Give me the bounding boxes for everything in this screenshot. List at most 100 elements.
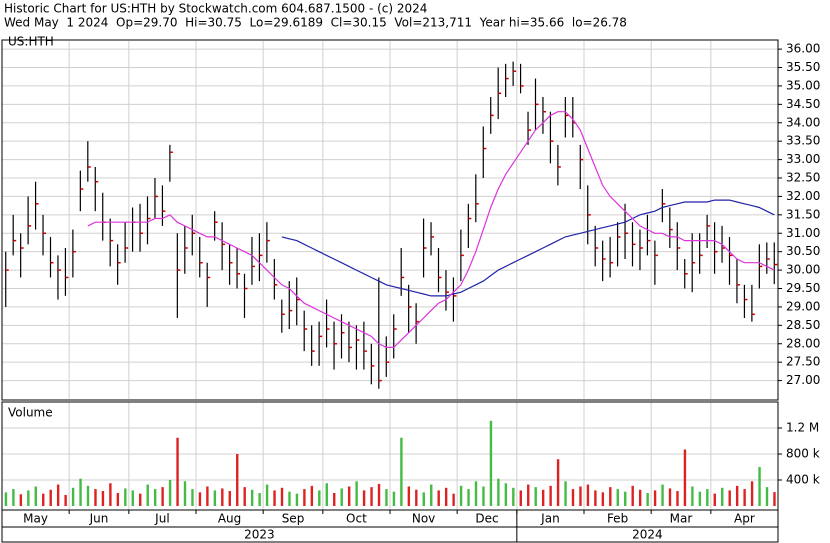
y-tick-label: 28.00 xyxy=(786,336,820,350)
volume-bar xyxy=(556,459,560,506)
price-frame xyxy=(1,39,779,401)
volume-bar xyxy=(452,493,455,506)
y-tick-label: 27.50 xyxy=(786,355,820,369)
volume-bar xyxy=(64,494,67,506)
volume-bar xyxy=(139,493,142,506)
volume-bar xyxy=(228,491,231,506)
chart-subtitle: Wed May 1 2024 Op=29.70 Hi=30.75 Lo=29.6… xyxy=(4,16,627,30)
volume-bar xyxy=(385,489,388,506)
x-tick-label: Aug xyxy=(218,512,241,526)
volume-bar xyxy=(131,490,134,506)
volume-bar xyxy=(422,492,425,506)
y-tick-label: 35.50 xyxy=(786,60,820,74)
volume-bar xyxy=(295,493,299,506)
volume-bar xyxy=(541,489,545,506)
x-tick-label: Jan xyxy=(540,512,560,526)
volume-bar xyxy=(430,484,433,506)
year-label: 2024 xyxy=(632,528,663,542)
volume-bar xyxy=(467,489,470,506)
year-label: 2023 xyxy=(244,528,275,542)
volume-bar xyxy=(273,490,276,506)
volume-bar xyxy=(646,493,649,506)
volume-bar xyxy=(340,488,343,506)
volume-bar xyxy=(236,454,239,506)
volume-bar xyxy=(653,490,657,506)
symbol-label: US:HTH xyxy=(8,35,54,49)
volume-bar xyxy=(79,478,82,506)
y-tick-label: 27.00 xyxy=(786,373,820,387)
volume-bar xyxy=(258,493,261,506)
volume-bar xyxy=(303,489,306,506)
volume-bar xyxy=(347,486,351,506)
volume-label: Volume xyxy=(8,406,53,420)
volume-bar xyxy=(94,489,97,506)
volume-bar xyxy=(34,486,37,506)
volume-bar xyxy=(586,484,590,506)
volume-bar xyxy=(288,491,291,506)
volume-bar xyxy=(668,488,672,506)
volume-bar xyxy=(497,478,500,506)
volume-bar xyxy=(713,493,716,506)
volume-bar xyxy=(243,487,246,506)
volume-bar xyxy=(489,420,493,506)
volume-bar xyxy=(42,493,45,506)
volume-bar xyxy=(601,492,605,506)
volume-bar xyxy=(19,494,23,506)
volume-bar xyxy=(146,484,149,506)
volume-bar xyxy=(534,487,537,506)
volume-bar xyxy=(549,485,552,506)
y2-tick-label: 1.2 M xyxy=(786,421,819,435)
volume-bar xyxy=(124,488,127,506)
volume-bar xyxy=(676,491,679,506)
volume-bar xyxy=(362,490,366,506)
volume-bar xyxy=(743,489,746,506)
x-tick-label: Apr xyxy=(734,512,755,526)
volume-bar xyxy=(116,493,120,506)
volume-bar xyxy=(280,487,284,506)
volume-bar xyxy=(444,487,448,506)
y-tick-label: 29.50 xyxy=(786,281,820,295)
x-tick-label: Sep xyxy=(282,512,305,526)
x-tick-label: Feb xyxy=(607,512,628,526)
volume-bar xyxy=(474,481,478,506)
volume-bar xyxy=(519,490,522,506)
y-tick-label: 31.00 xyxy=(786,226,820,240)
moving-average-short xyxy=(87,111,775,348)
y-tick-label: 31.50 xyxy=(786,207,820,221)
x-tick-label: Oct xyxy=(346,512,367,526)
y-tick-label: 35.00 xyxy=(786,78,820,92)
volume-bar xyxy=(333,493,336,506)
volume-bar xyxy=(504,483,508,506)
y-tick-label: 36.00 xyxy=(786,42,820,56)
volume-bar xyxy=(400,437,403,506)
volume-bar xyxy=(377,483,381,506)
volume-bar xyxy=(691,486,694,506)
y-tick-label: 33.00 xyxy=(786,152,820,166)
volume-bar xyxy=(56,484,60,506)
volume-bar xyxy=(631,485,634,506)
volume-bar xyxy=(4,492,8,506)
y-tick-label: 34.50 xyxy=(786,97,820,111)
y-tick-label: 30.00 xyxy=(786,263,820,277)
volume-bar xyxy=(265,484,269,506)
volume-bar xyxy=(191,489,194,506)
volume-bar xyxy=(609,487,612,506)
y2-tick-label: 400 k xyxy=(786,473,820,487)
volume-bar xyxy=(661,484,664,506)
volume-bar xyxy=(310,485,314,506)
volume-bar xyxy=(198,492,202,506)
volume-bar xyxy=(437,490,440,506)
y2-tick-label: 800 k xyxy=(786,447,820,461)
volume-bar xyxy=(407,486,411,506)
volume-bar xyxy=(594,490,597,506)
x-tick-label: Jun xyxy=(89,512,109,526)
volume-bar xyxy=(109,483,112,506)
volume-bar xyxy=(459,485,463,506)
volume-bar xyxy=(735,485,739,506)
volume-bar xyxy=(564,481,567,506)
volume-bar xyxy=(27,490,30,506)
volume-bar xyxy=(176,437,179,506)
y-tick-label: 34.00 xyxy=(786,115,820,129)
volume-bar xyxy=(706,489,709,506)
